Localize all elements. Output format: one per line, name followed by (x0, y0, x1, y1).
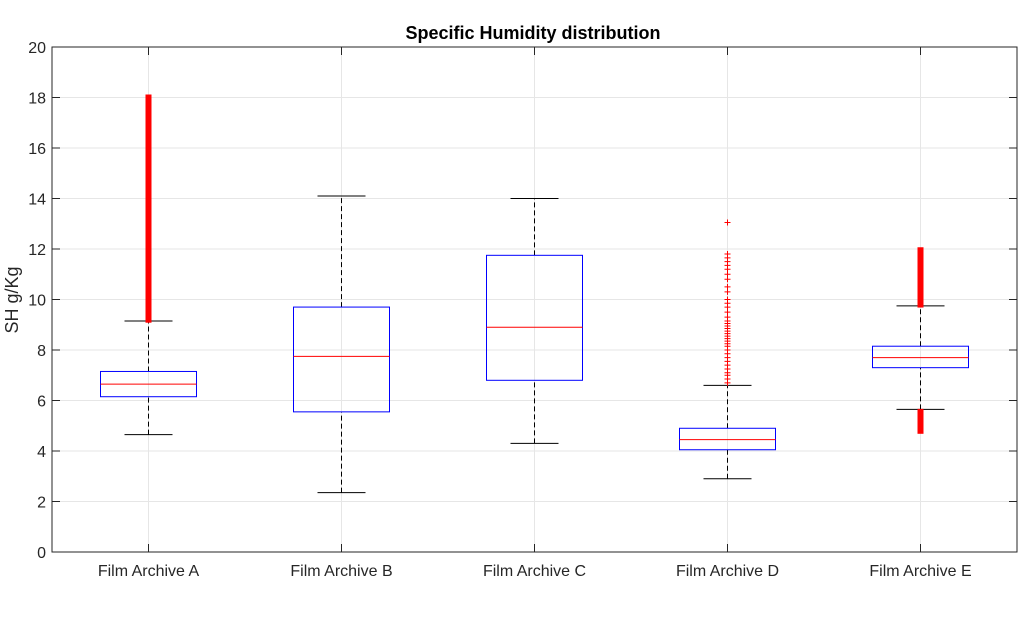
y-tick-label: 12 (28, 242, 46, 259)
box-group (293, 195, 390, 494)
y-tick-label: 14 (28, 192, 46, 209)
box (872, 345, 969, 369)
box (486, 254, 583, 381)
outlier-point (724, 251, 731, 258)
box (293, 306, 390, 413)
outlier-point (724, 219, 731, 226)
outlier-point (724, 276, 731, 283)
box (679, 427, 776, 451)
box-group (679, 219, 776, 480)
y-tick-label: 2 (37, 495, 46, 512)
box-group (872, 247, 969, 434)
y-tick-label: 8 (37, 343, 46, 360)
y-tick-label: 10 (28, 293, 46, 310)
x-axis: Film Archive A Film Archive B Film Archive… (98, 47, 972, 580)
outlier-point (724, 314, 731, 321)
y-tick-label: 20 (28, 40, 46, 57)
outlier-band (145, 94, 152, 323)
y-tick-label: 6 (37, 394, 46, 411)
x-tick-label: Film Archive E (869, 563, 971, 580)
box-group (486, 198, 583, 444)
y-tick-label: 0 (37, 545, 46, 562)
y-tick-label: 18 (28, 91, 46, 108)
boxes-layer (100, 94, 969, 494)
chart-title: Specific Humidity distribution (405, 23, 660, 43)
box-group (100, 94, 197, 436)
grid (52, 46, 1017, 553)
y-axis: 0 2 4 6 8 10 12 14 16 18 20 (28, 40, 1017, 562)
outlier-point (724, 283, 731, 290)
outlier-point (724, 271, 731, 278)
outlier-point (724, 296, 731, 303)
x-tick-label: Film Archive C (483, 563, 586, 580)
y-axis-label: SH g/Kg (2, 266, 22, 333)
x-tick-label: Film Archive D (676, 563, 779, 580)
y-tick-label: 16 (28, 141, 46, 158)
outlier-band (917, 408, 924, 434)
outlier-band (917, 247, 924, 308)
outlier-point (724, 309, 731, 316)
outlier-point (724, 288, 731, 295)
x-tick-label: Film Archive A (98, 563, 200, 580)
y-tick-label: 4 (37, 444, 46, 461)
x-tick-label: Film Archive B (290, 563, 392, 580)
